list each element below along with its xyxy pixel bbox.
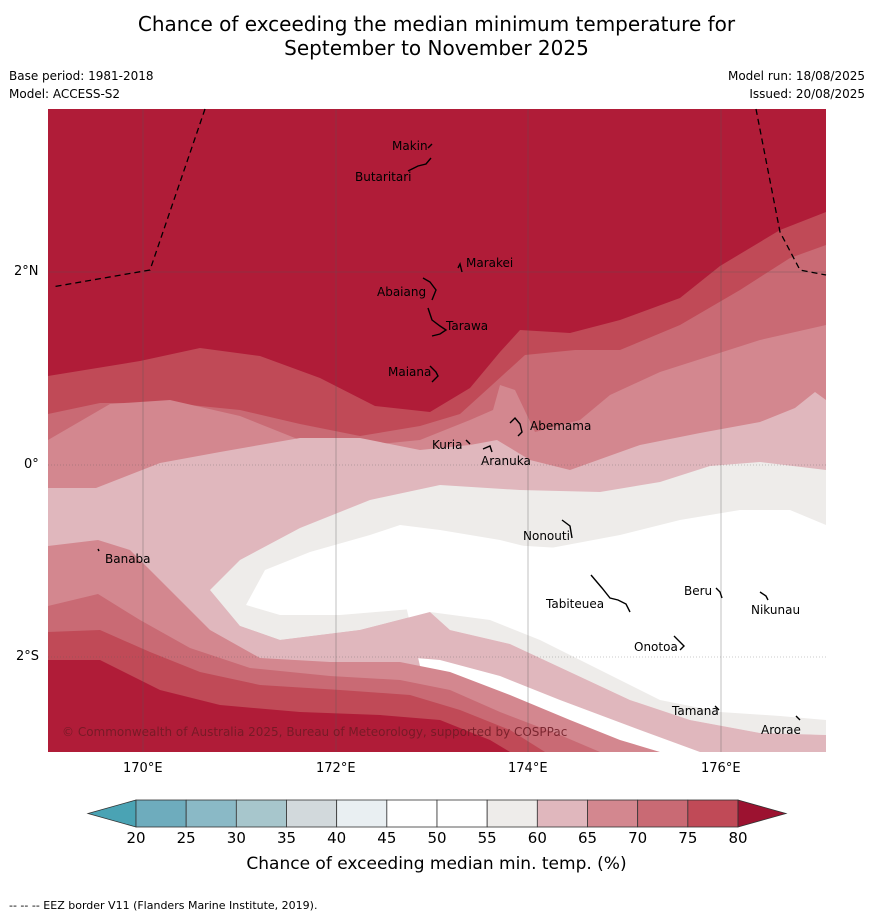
- colorbar-tick-label: 55: [477, 829, 497, 847]
- band-45-inner: [498, 556, 826, 700]
- colorbar-tick-label: 50: [427, 829, 447, 847]
- label-makin: Makin: [392, 139, 428, 153]
- label-arorae: Arorae: [761, 723, 801, 737]
- band-45-50: [400, 515, 826, 752]
- label-beru: Beru: [684, 584, 712, 598]
- title-line-1: Chance of exceeding the median minimum t…: [137, 12, 736, 36]
- colorbar-tick-label: 20: [126, 829, 146, 847]
- contour-fill: [48, 109, 826, 752]
- colorbar-tick-label: 80: [728, 829, 748, 847]
- colorbar-swatch: [185, 799, 237, 828]
- label-tamana: Tamana: [671, 704, 719, 718]
- colorbar-swatch: [436, 799, 488, 828]
- meta-left: Base period: 1981-2018 Model: ACCESS-S2: [9, 67, 154, 103]
- label-maiana: Maiana: [388, 365, 431, 379]
- label-abaiang: Abaiang: [377, 285, 426, 299]
- colorbar-swatch: [587, 799, 639, 828]
- band-55-edge: [430, 612, 826, 735]
- colorbar-extend-low: [86, 799, 137, 828]
- colorbar-tick-label: 25: [176, 829, 196, 847]
- label-nikunau: Nikunau: [751, 603, 800, 617]
- colorbar-tick-label: 75: [678, 829, 698, 847]
- label-kuria: Kuria: [432, 438, 463, 452]
- colorbar-tick-label: 30: [226, 829, 246, 847]
- colorbar-extend-high: [737, 799, 788, 828]
- band-60-edge: [240, 612, 826, 752]
- colorbar-tick-label: 45: [377, 829, 397, 847]
- label-onotoa: Onotoa: [634, 640, 678, 654]
- title-line-2: September to November 2025: [284, 36, 589, 60]
- band-80-south: [48, 660, 510, 752]
- colorbar-swatch: [687, 799, 739, 828]
- colorbar-tick-label: 60: [527, 829, 547, 847]
- issued-date: Issued: 20/08/2025: [749, 87, 865, 101]
- colorbar-tick-label: 40: [327, 829, 347, 847]
- island-labels: Makin Butaritari Marakei Abaiang Tarawa …: [105, 139, 801, 737]
- x-tick-172: 172°E: [316, 761, 356, 776]
- label-banaba: Banaba: [105, 552, 151, 566]
- meta-right: Model run: 18/08/2025 Issued: 20/08/2025: [728, 67, 865, 103]
- base-period: Base period: 1981-2018: [9, 69, 154, 83]
- y-tick-2s: 2°S: [16, 649, 40, 664]
- colorbar-tick-label: 65: [577, 829, 598, 847]
- model-name: Model: ACCESS-S2: [9, 87, 121, 101]
- grid-lines: [48, 109, 826, 752]
- map-title: Chance of exceeding the median minimum t…: [0, 12, 873, 60]
- colorbar-title: Chance of exceeding median min. temp. (%…: [246, 854, 627, 874]
- label-tabiteuea: Tabiteuea: [545, 597, 604, 611]
- colorbar-swatch: [486, 799, 538, 828]
- y-tick-2n: 2°N: [14, 264, 39, 279]
- colorbar-swatch: [286, 799, 338, 828]
- label-nonouti: Nonouti: [523, 529, 570, 543]
- eez-border: [51, 108, 827, 288]
- eez-footer: -- -- -- EEZ border V11 (Flanders Marine…: [9, 899, 318, 912]
- colorbar-swatch: [135, 799, 187, 828]
- x-tick-174: 174°E: [508, 761, 548, 776]
- colorbar-swatch: [386, 799, 438, 828]
- label-marakei: Marakei: [466, 256, 513, 270]
- x-tick-176: 176°E: [701, 761, 741, 776]
- island-outlines: [97, 143, 801, 721]
- label-aranuka: Aranuka: [481, 454, 531, 468]
- label-tarawa: Tarawa: [445, 319, 488, 333]
- y-tick-0: 0°: [24, 457, 39, 472]
- model-run: Model run: 18/08/2025: [727, 69, 865, 83]
- label-abemama: Abemama: [530, 419, 591, 433]
- colorbar-swatch: [235, 799, 287, 828]
- colorbar-tick-label: 70: [628, 829, 648, 847]
- colorbar-swatch: [336, 799, 388, 828]
- colorbar-swatch: [536, 799, 588, 828]
- label-butaritari: Butaritari: [355, 170, 412, 184]
- x-tick-170: 170°E: [123, 761, 163, 776]
- copyright-text: © Commonwealth of Australia 2025, Bureau…: [62, 725, 567, 739]
- colorbar-swatch: [637, 799, 689, 828]
- colorbar: [86, 799, 788, 828]
- colorbar-tick-label: 35: [276, 829, 297, 847]
